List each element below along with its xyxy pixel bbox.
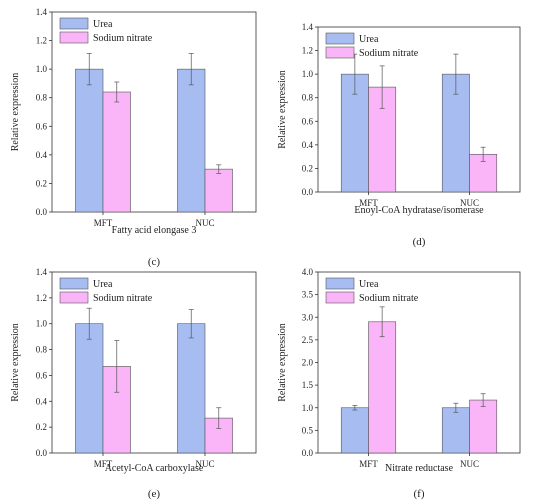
y-tick-label: 1.5 (302, 380, 314, 390)
y-tick-label: 1.4 (36, 7, 48, 17)
y-tick-label: 1.2 (36, 36, 47, 46)
legend-swatch-sodium-nitrate (59, 31, 89, 44)
panel-label: (d) (413, 236, 426, 248)
x-tick-label: NUC (460, 459, 479, 469)
y-tick-label: 4.0 (302, 267, 314, 277)
legend-label: Urea (93, 279, 113, 290)
bar-urea-mft (75, 68, 104, 213)
y-tick-label: 0.4 (36, 150, 48, 160)
y-axis-label: Relative expression (10, 73, 21, 152)
y-tick-label: 0.6 (36, 370, 48, 380)
x-tick-label: NUC (195, 459, 214, 469)
y-tick-label: 0.2 (36, 422, 47, 432)
y-tick-label: 0.4 (36, 396, 48, 406)
y-tick-label: 0.2 (36, 178, 47, 188)
y-tick-label: 0.0 (36, 448, 48, 458)
legend-swatch-sodium-nitrate (59, 291, 89, 304)
x-axis-title: Fatty acid elongase 3 (112, 225, 197, 236)
y-tick-label: 3.5 (302, 290, 314, 300)
y-tick-label: 1.2 (36, 293, 47, 303)
y-tick-label: 2.5 (302, 335, 314, 345)
y-tick-label: 1.4 (302, 22, 314, 32)
x-tick-label: NUC (460, 198, 479, 208)
y-tick-label: 0.4 (302, 140, 314, 150)
bar-urea-mft (340, 407, 369, 454)
y-axis-label: Relative expression (10, 323, 21, 402)
y-tick-label: 1.0 (36, 319, 48, 329)
legend-label: Urea (359, 279, 379, 290)
x-tick-label: NUC (195, 218, 214, 228)
y-tick-label: 0.0 (302, 448, 314, 458)
chart-panel-d: 0.0 0.2 0.4 0.6 0.8 1.0 1.2 1.4 Relative express… (277, 22, 521, 248)
legend-label: Urea (359, 34, 379, 45)
y-tick-label: 1.0 (302, 403, 314, 413)
chart-panel-e: 0.0 0.2 0.4 0.6 0.8 1.0 1.2 1.4 Relative express… (10, 267, 257, 500)
legend-label: Sodium nitrate (93, 33, 153, 44)
legend-label: Sodium nitrate (93, 293, 153, 304)
panel-label: (c) (148, 256, 161, 268)
y-tick-label: 1.0 (302, 69, 314, 79)
panel-label: (f) (414, 488, 425, 500)
y-tick-label: 1.0 (36, 64, 48, 74)
bar-sodium-nitrate-mft (102, 91, 131, 213)
y-axis-label: Relative expression (277, 323, 288, 402)
legend-label: Sodium nitrate (359, 48, 419, 59)
legend-swatch-sodium-nitrate (325, 291, 355, 304)
plot-frame (51, 271, 257, 454)
y-tick-label: 2.0 (302, 358, 314, 368)
legend-label: Sodium nitrate (359, 293, 419, 304)
y-tick-label: 1.2 (302, 46, 313, 56)
bar-sodium-nitrate-nuc (204, 168, 233, 213)
y-tick-label: 3.0 (302, 312, 314, 322)
plot-frame (317, 26, 521, 193)
chart-panel-f: 0.0 0.5 1.0 1.5 2.0 2.5 3.0 3.5 4.0 Relative expr… (277, 267, 521, 500)
legend-swatch-urea (325, 277, 355, 290)
legend-label: Urea (93, 19, 113, 30)
plot-frame (51, 11, 257, 213)
bar-sodium-nitrate-nuc (469, 399, 498, 454)
legend-swatch-urea (325, 32, 355, 45)
y-tick-label: 0.8 (302, 93, 314, 103)
y-axis-label: Relative expression (277, 70, 288, 149)
y-tick-label: 0.8 (36, 93, 48, 103)
chart-panel-c: 0.0 0.2 0.4 0.6 0.8 1.0 1.2 1.4 Relative express… (10, 7, 257, 268)
y-tick-label: 0.0 (36, 207, 48, 217)
x-tick-label: MFT (94, 459, 113, 469)
x-tick-label: MFT (359, 459, 378, 469)
bar-sodium-nitrate-mft (368, 321, 397, 454)
bar-urea-nuc (441, 407, 470, 454)
y-tick-label: 0.5 (302, 425, 314, 435)
legend-swatch-urea (59, 17, 89, 30)
y-tick-label: 0.0 (302, 187, 314, 197)
x-axis-title: Acetyl-CoA carboxylase (105, 463, 204, 474)
bar-urea-nuc (177, 68, 206, 213)
legend-swatch-sodium-nitrate (325, 46, 355, 59)
y-tick-label: 0.8 (36, 345, 48, 355)
legend-swatch-urea (59, 277, 89, 290)
y-tick-label: 0.2 (302, 163, 313, 173)
y-tick-label: 0.6 (302, 116, 314, 126)
y-tick-label: 1.4 (36, 267, 48, 277)
bar-urea-nuc (177, 323, 206, 454)
x-tick-label: MFT (94, 218, 113, 228)
y-tick-label: 0.6 (36, 121, 48, 131)
x-tick-label: MFT (359, 198, 378, 208)
x-axis-title: Nitrate reductase (385, 463, 454, 474)
bar-urea-mft (75, 323, 104, 454)
panel-label: (e) (148, 488, 161, 500)
x-axis-title: Enoyl-CoA hydratase/isomerase (354, 205, 484, 216)
